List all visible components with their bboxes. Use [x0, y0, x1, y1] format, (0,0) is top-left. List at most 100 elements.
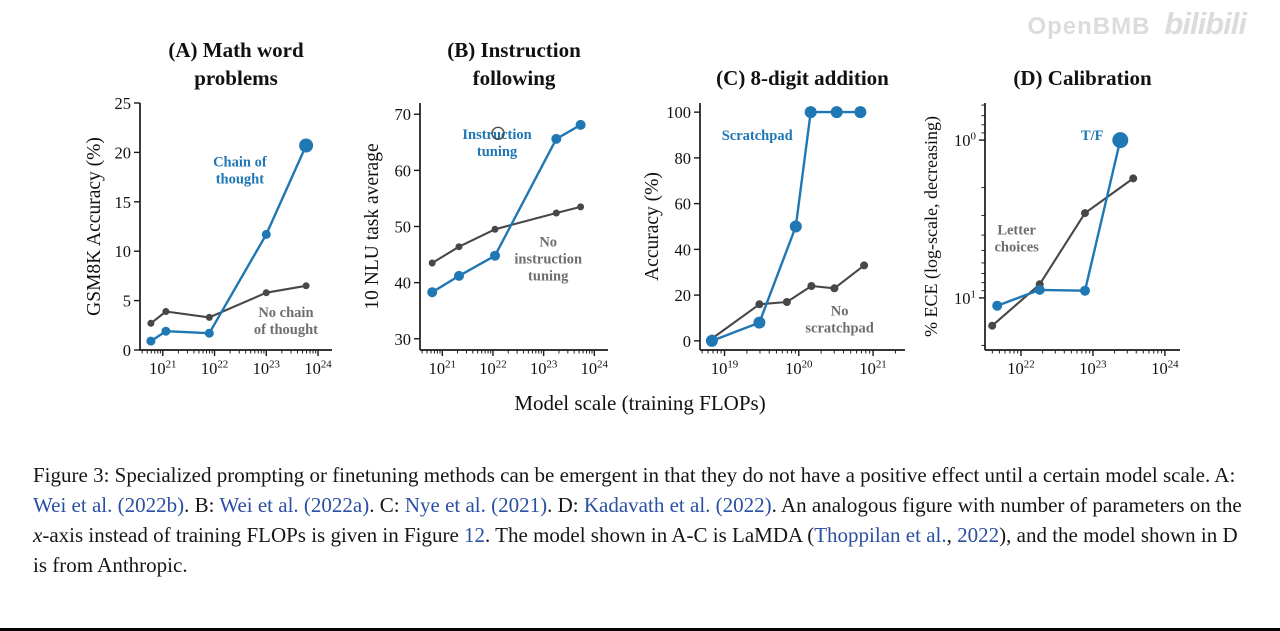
- y-tick-label: 50: [395, 218, 412, 237]
- data-point-instruction-tuning: [454, 270, 464, 281]
- citation-link[interactable]: Thoppilan et al.: [814, 523, 947, 547]
- y-axis-label: Accuracy (%): [642, 172, 663, 281]
- data-point-scratchpad: [804, 106, 817, 119]
- data-point-no-instruction-tuning: [552, 209, 560, 217]
- citation-link[interactable]: 12: [464, 523, 486, 547]
- citation-link[interactable]: Wei et al. (2022b): [33, 493, 185, 517]
- y-tick-label: 20: [675, 286, 692, 305]
- series-label: tuning: [477, 144, 518, 160]
- series-label: Scratchpad: [722, 128, 793, 144]
- y-tick-label: 100: [954, 131, 977, 151]
- caption-text: ,: [946, 523, 958, 547]
- chart-title: (A) Math word: [168, 38, 304, 62]
- data-point-no-chain-of-thought: [162, 308, 170, 315]
- data-point-t-f: [992, 300, 1003, 311]
- x-tick-label: 1019: [711, 359, 738, 379]
- data-point-letter-choices: [1129, 174, 1138, 183]
- watermark-bilibili-logo: bilibili: [1164, 6, 1247, 41]
- x-tick-label: 1023: [530, 359, 558, 379]
- y-axis-label: % ECE (log-scale, decreasing): [921, 116, 942, 337]
- data-point-scratchpad: [830, 106, 843, 119]
- data-point-no-chain-of-thought: [262, 289, 270, 297]
- x-tick-label: 1024: [581, 359, 609, 379]
- data-point-scratchpad: [854, 106, 867, 119]
- data-point-no-scratchpad: [830, 284, 839, 293]
- data-point-chain-of-thought: [204, 328, 214, 338]
- data-point-no-instruction-tuning: [491, 225, 499, 233]
- y-tick-label: 10: [115, 242, 132, 261]
- y-axis-label: GSM8K Accuracy (%): [84, 137, 105, 316]
- open-circle-marker: [491, 126, 505, 141]
- series-label: No chain: [258, 305, 313, 321]
- series-label: T/F: [1081, 128, 1104, 144]
- data-point-instruction-tuning: [575, 119, 586, 130]
- chart-instruction-following: 1021 1022 1023 10243040506070Instructiontun…: [362, 38, 609, 379]
- chart-title: (B) Instruction: [447, 38, 581, 62]
- data-point-chain-of-thought: [146, 336, 156, 346]
- data-point-scratchpad: [753, 316, 766, 329]
- chart-title: following: [473, 66, 556, 90]
- series-label: choices: [995, 239, 1040, 255]
- y-tick-label: 100: [666, 103, 691, 122]
- data-point-no-instruction-tuning: [428, 259, 436, 267]
- series-label: Instruction: [462, 127, 531, 143]
- caption-text: . B:: [184, 493, 220, 517]
- data-point-no-chain-of-thought: [205, 313, 213, 321]
- data-point-t-f: [1112, 132, 1129, 149]
- series-label: scratchpad: [805, 320, 873, 336]
- citation-link[interactable]: Nye et al. (2021): [404, 493, 548, 517]
- chart-title: (C) 8-digit addition: [716, 66, 889, 90]
- series-label: of thought: [254, 322, 318, 338]
- series-label: No: [831, 303, 849, 319]
- x-tick-label: 1022: [479, 359, 506, 379]
- citation-link[interactable]: Kadavath et al. (2022): [583, 493, 772, 517]
- series-line-no-scratchpad: [710, 264, 866, 340]
- shared-x-axis-label: Model scale (training FLOPs): [514, 391, 766, 415]
- series-label: Chain of: [213, 155, 267, 171]
- x-tick-label: 1020: [785, 359, 813, 379]
- citation-link[interactable]: Wei et al. (2022a): [219, 493, 370, 517]
- x-tick-label: 1021: [429, 359, 456, 379]
- y-tick-label: 80: [675, 149, 692, 168]
- data-point-instruction-tuning: [551, 133, 562, 144]
- watermark: OpenBMB bilibili: [1027, 6, 1247, 42]
- y-tick-label: 20: [115, 143, 132, 162]
- series-label: tuning: [528, 268, 569, 284]
- series-label: No: [539, 234, 557, 250]
- series-line-t-f: [996, 138, 1122, 307]
- x-tick-label: 1021: [859, 359, 886, 379]
- data-point-letter-choices: [1081, 209, 1089, 218]
- data-point-chain-of-thought: [161, 326, 171, 336]
- data-point-instruction-tuning: [427, 287, 438, 298]
- figure-3-plots: 1021 1022 1023 1024 0 5 10 15 20 25 Chain of though…: [84, 38, 1180, 415]
- caption-text: . The model shown in A-C is LaMDA (: [485, 523, 815, 547]
- y-tick-label: 25: [115, 94, 132, 113]
- caption-text: . C:: [369, 493, 405, 517]
- series-label: thought: [216, 172, 265, 188]
- y-tick-label: 101: [954, 288, 976, 308]
- caption-text: . D:: [547, 493, 584, 517]
- y-tick-label: 60: [395, 161, 412, 180]
- x-tick-label: 1022: [201, 359, 228, 379]
- data-point-letter-choices: [988, 321, 997, 330]
- x-tick-label: 1023: [253, 359, 281, 379]
- data-point-no-chain-of-thought: [302, 282, 310, 290]
- y-tick-label: 0: [123, 341, 131, 360]
- y-tick-label: 5: [123, 292, 131, 311]
- x-tick-label: 1021: [149, 359, 176, 379]
- caption-text: x: [33, 523, 43, 547]
- y-axis-label: 10 NLU task average: [362, 143, 383, 309]
- data-point-no-scratchpad: [782, 298, 791, 306]
- citation-link[interactable]: 2022: [957, 523, 1000, 547]
- x-tick-label: 1023: [1079, 359, 1107, 379]
- data-point-no-instruction-tuning: [455, 243, 463, 251]
- data-point-t-f: [1034, 284, 1045, 295]
- data-point-scratchpad: [789, 220, 802, 233]
- y-tick-label: 30: [395, 330, 412, 349]
- caption-text: Figure 3: Specialized prompting or finet…: [33, 463, 1236, 487]
- x-tick-label: 1024: [304, 359, 332, 379]
- data-point-instruction-tuning: [490, 250, 500, 261]
- y-tick-label: 60: [675, 195, 692, 214]
- chart-title: (D) Calibration: [1013, 66, 1152, 90]
